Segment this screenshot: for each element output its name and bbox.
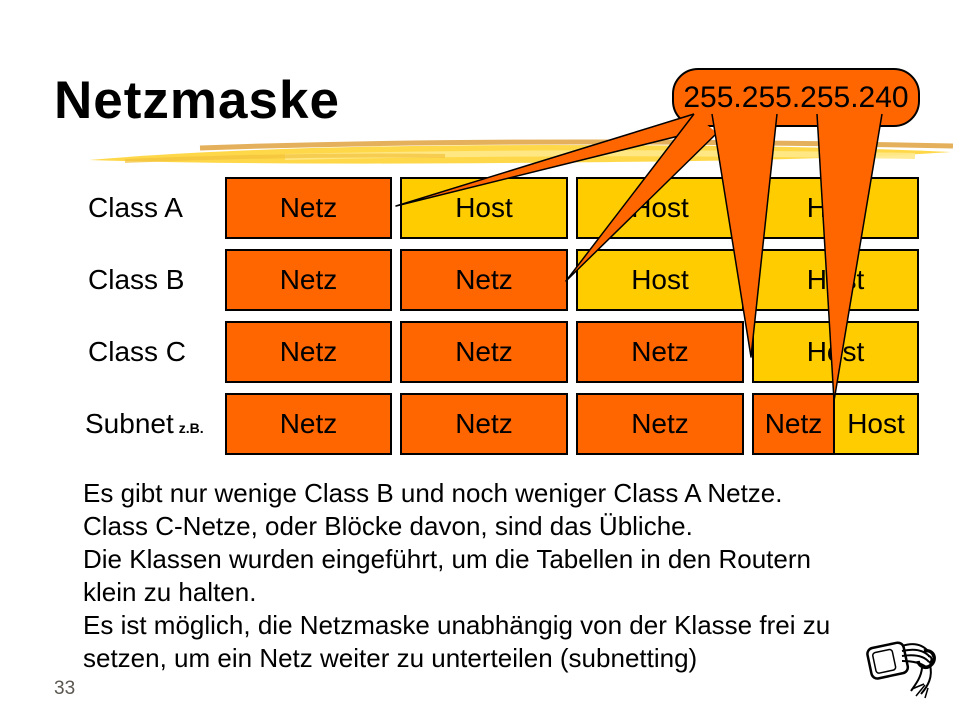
slide-title: Netzmaske — [54, 71, 340, 130]
body-line: Die Klassen wurden eingeführt, um die Ta… — [83, 544, 811, 574]
cell-class-c-netz3: Netz — [576, 321, 744, 383]
cell-class-c-netz1: Netz — [225, 321, 392, 383]
body-line: klein zu halten. — [83, 577, 257, 607]
cell-subnet-netz2: Netz — [400, 393, 568, 455]
cell-class-b-host1: Host — [576, 249, 744, 311]
cell-subnet-netz3: Netz — [576, 393, 744, 455]
netmask-value: 255.255.255.240 — [683, 80, 909, 114]
cell-subnet-host: Host — [833, 393, 919, 455]
cell-class-b-netz2: Netz — [400, 249, 568, 311]
row-label-suffix: z.B. — [178, 420, 204, 436]
cell-class-a-host1: Host — [400, 177, 568, 239]
row-label-class-b: Class B — [88, 249, 189, 311]
cell-class-a-host2: Host — [576, 177, 744, 239]
row-label-subnet: Subnet z.B. — [85, 393, 204, 455]
cell-class-b-host2: Host — [752, 249, 919, 311]
row-label-class-c: Class C — [88, 321, 191, 383]
page-number: 33 — [54, 678, 76, 699]
cell-class-a-host3: Host — [752, 177, 919, 239]
next-slide-hand-icon[interactable] — [862, 632, 942, 706]
row-label-text: Class C — [88, 336, 187, 367]
cell-class-b-netz1: Netz — [225, 249, 392, 311]
row-label-text: Class A — [88, 192, 183, 223]
cell-subnet-netz1: Netz — [225, 393, 392, 455]
body-text: Es gibt nur wenige Class B und noch weni… — [83, 477, 830, 675]
row-label-text: Class B — [88, 264, 185, 295]
body-line: Es ist möglich, die Netzmaske unabhängig… — [83, 610, 831, 640]
netmask-callout: 255.255.255.240 — [672, 68, 920, 127]
body-line: setzen, um ein Netz weiter zu unterteile… — [83, 643, 698, 673]
body-line: Class C-Netze, oder Blöcke davon, sind d… — [83, 511, 693, 541]
row-label-text: Subnet — [85, 408, 174, 439]
cell-class-a-netz: Netz — [225, 177, 392, 239]
row-label-class-a: Class A — [88, 177, 188, 239]
cell-subnet-netz4: Netz — [752, 393, 835, 455]
body-line: Es gibt nur wenige Class B und noch weni… — [83, 478, 783, 508]
cell-class-c-netz2: Netz — [400, 321, 568, 383]
cell-class-c-host: Host — [752, 321, 919, 383]
title-underline-brush-icon — [89, 139, 954, 164]
